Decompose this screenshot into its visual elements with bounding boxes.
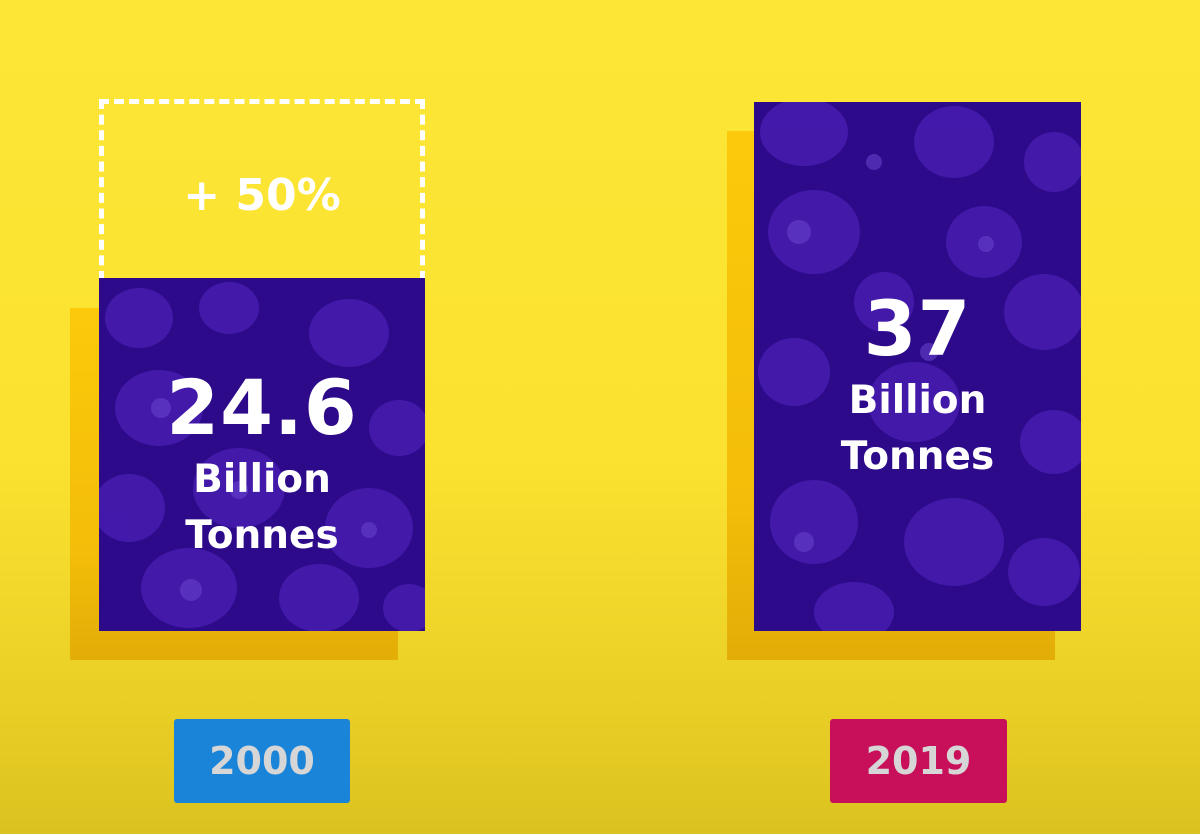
increase-outline: + 50% — [99, 99, 425, 281]
bar-pattern-2019 — [758, 102, 1081, 631]
year-tag-2000: 2000 — [174, 719, 350, 803]
unit-line-tonnes-2000: Tonnes — [185, 513, 339, 558]
bar-label-2019: 37 Billion Tonnes — [754, 291, 1081, 485]
value-label-2000: 24.6 — [166, 363, 358, 452]
increase-annotation: + 50% — [183, 170, 341, 221]
unit-line-billion-2000: Billion — [193, 457, 331, 502]
bar-2000: 24.6 Billion Tonnes — [99, 278, 425, 631]
bar-pattern-2000 — [99, 282, 425, 631]
bar-label-2000: 24.6 Billion Tonnes — [99, 370, 425, 564]
unit-line-tonnes-2019: Tonnes — [840, 434, 995, 479]
value-label-2019: 37 — [863, 284, 972, 373]
year-tag-2019: 2019 — [830, 719, 1007, 803]
bar-2019: 37 Billion Tonnes — [754, 102, 1081, 631]
unit-line-billion-2019: Billion — [848, 378, 987, 423]
